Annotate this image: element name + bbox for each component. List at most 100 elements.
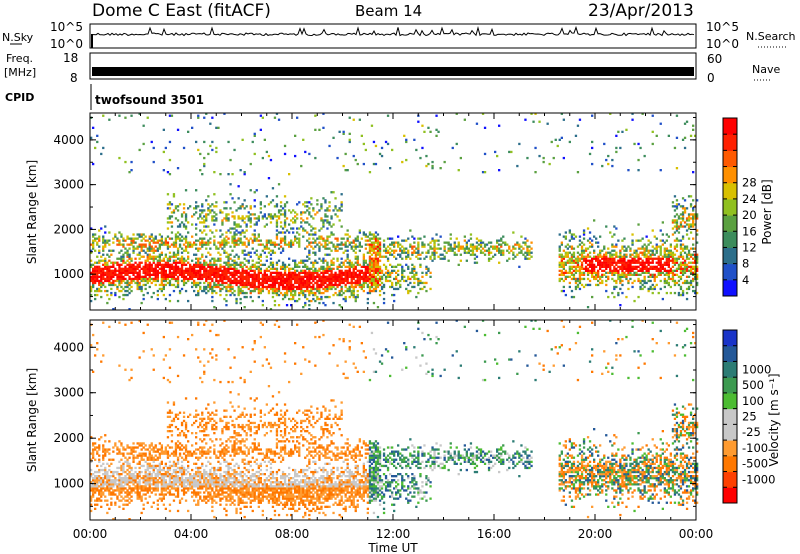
power-cell	[570, 273, 574, 276]
velocity-cell	[114, 479, 117, 482]
power-cell	[195, 293, 198, 297]
power-cell	[172, 289, 176, 293]
power-cell	[102, 146, 105, 150]
power-cell	[247, 217, 250, 220]
power-cell	[138, 243, 141, 246]
power-cell	[241, 138, 244, 141]
power-cell	[354, 158, 357, 162]
velocity-cell	[116, 473, 119, 476]
power-cell	[607, 247, 610, 250]
power-cell	[304, 283, 307, 287]
power-cell	[623, 267, 626, 270]
power-cell	[370, 279, 374, 283]
power-cell	[292, 285, 295, 289]
power-cell	[356, 239, 359, 242]
power-cell	[344, 279, 347, 283]
power-cell	[593, 269, 596, 272]
power-cell	[187, 271, 190, 274]
velocity-cell	[96, 475, 99, 478]
power-cell	[106, 293, 109, 297]
power-cell	[122, 269, 125, 272]
power-cell	[98, 229, 101, 232]
power-cell	[326, 295, 329, 299]
power-cell	[338, 219, 341, 222]
power-cell	[657, 273, 660, 276]
power-cell	[265, 287, 268, 291]
power-cell	[174, 285, 178, 289]
power-cell	[235, 229, 238, 232]
power-cell	[300, 259, 303, 262]
power-cell	[479, 251, 483, 254]
power-cell	[449, 247, 452, 250]
power-cell	[209, 263, 212, 266]
power-cell	[350, 261, 353, 264]
power-cell	[205, 275, 208, 278]
power-cell	[187, 269, 190, 272]
power-cell	[106, 275, 109, 278]
power-cell	[675, 237, 679, 240]
power-cell	[283, 277, 287, 281]
power-cell	[302, 235, 305, 238]
power-cell	[237, 239, 240, 242]
power-cell	[611, 291, 614, 295]
power-cell	[580, 255, 584, 258]
power-cell	[475, 237, 479, 240]
power-cell	[588, 231, 592, 234]
power-cell	[526, 239, 529, 242]
power-cell	[120, 243, 123, 246]
power-cell	[360, 134, 363, 137]
power-cell	[330, 283, 333, 287]
power-cell	[671, 279, 675, 283]
power-cell	[356, 162, 359, 166]
power-cell	[358, 118, 361, 121]
power-cell	[140, 239, 143, 242]
power-cell	[374, 239, 378, 242]
velocity-cell	[118, 487, 121, 490]
power-cell	[617, 291, 620, 295]
power-cell	[275, 243, 279, 246]
power-cell	[176, 128, 180, 131]
power-cell	[162, 285, 165, 289]
power-cell	[423, 130, 426, 133]
velocity-cell	[102, 491, 105, 494]
power-cell	[217, 269, 220, 272]
power-cell	[324, 219, 327, 222]
power-cell	[595, 259, 598, 262]
power-cell	[314, 259, 317, 262]
power-cell	[655, 247, 658, 250]
power-cell	[130, 241, 133, 244]
power-cell	[144, 245, 147, 248]
power-cell	[195, 211, 198, 214]
power-cell	[217, 283, 220, 287]
power-cell	[560, 243, 563, 246]
power-cell	[108, 279, 111, 283]
power-cell	[689, 223, 693, 226]
power-cell	[219, 277, 222, 281]
power-cell	[255, 253, 258, 256]
power-cell	[639, 146, 642, 150]
power-cell	[189, 273, 192, 276]
power-cell	[574, 134, 578, 137]
power-cell	[294, 211, 297, 214]
power-cell	[235, 225, 238, 228]
power-cell	[692, 124, 695, 127]
power-cell	[356, 261, 359, 264]
power-cell	[277, 183, 281, 186]
power-cell	[288, 273, 291, 276]
power-cell	[639, 279, 642, 283]
power-cell	[629, 265, 632, 268]
power-cell	[90, 243, 93, 246]
power-cell	[368, 171, 372, 174]
power-cell	[283, 205, 287, 208]
power-cell	[104, 285, 107, 289]
power-cell	[605, 261, 608, 264]
power-cell	[235, 299, 238, 303]
power-cell	[647, 279, 650, 283]
colorbar-segment	[723, 166, 737, 184]
power-cell	[294, 219, 297, 222]
power-cell	[154, 241, 157, 244]
power-cell	[389, 237, 392, 240]
power-cell	[413, 265, 416, 268]
power-cell	[223, 273, 226, 276]
